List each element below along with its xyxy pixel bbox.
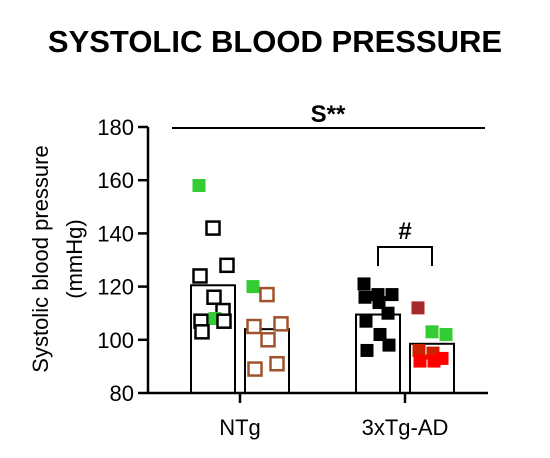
data-point	[259, 286, 275, 303]
x-tick-label: NTg	[219, 415, 261, 440]
data-point	[192, 268, 208, 284]
data-point	[269, 355, 285, 372]
data-point	[246, 318, 262, 335]
data-point	[382, 338, 396, 352]
data-point	[247, 361, 263, 377]
y-axis: 80 100 120 140 160 180	[97, 115, 150, 406]
y-axis-unit: (mmHg)	[62, 219, 87, 298]
x-axis: NTg 3xTg-AD	[148, 391, 488, 440]
chart-title: SYSTOLIC BLOOD PRESSURE	[48, 24, 502, 59]
data-point	[358, 290, 372, 304]
data-point	[216, 313, 232, 329]
data-point	[411, 301, 425, 315]
y-tick-label: 120	[97, 275, 134, 300]
data-point	[360, 343, 374, 357]
data-point	[219, 257, 235, 274]
y-tick-label: 180	[97, 115, 134, 140]
data-point	[273, 316, 289, 332]
x-tick-label: 3xTg-AD	[362, 415, 449, 440]
data-point	[192, 179, 206, 193]
y-tick-label: 140	[97, 221, 134, 246]
data-point	[425, 325, 439, 339]
data-point	[260, 332, 276, 348]
data-point	[372, 296, 386, 310]
y-tick-label: 160	[97, 168, 134, 193]
data-point	[381, 306, 395, 320]
data-point	[357, 277, 371, 291]
data-point	[412, 343, 426, 357]
data-point	[206, 289, 222, 305]
y-tick-label: 80	[110, 381, 134, 406]
bracket-line	[377, 246, 433, 266]
data-point	[373, 327, 387, 341]
data-point	[205, 220, 221, 236]
data-point	[194, 324, 210, 340]
data-point	[385, 288, 399, 302]
bracket-label: #	[398, 218, 411, 245]
y-axis-label: Systolic blood pressure	[28, 145, 53, 372]
data-point	[439, 327, 453, 341]
y-tick-label: 100	[97, 328, 134, 353]
plot-area: S** #	[172, 101, 485, 395]
data-point	[359, 314, 373, 328]
significance-label: S**	[311, 101, 346, 128]
data-point	[427, 354, 441, 368]
data-point	[413, 354, 427, 368]
data-point	[246, 280, 260, 294]
